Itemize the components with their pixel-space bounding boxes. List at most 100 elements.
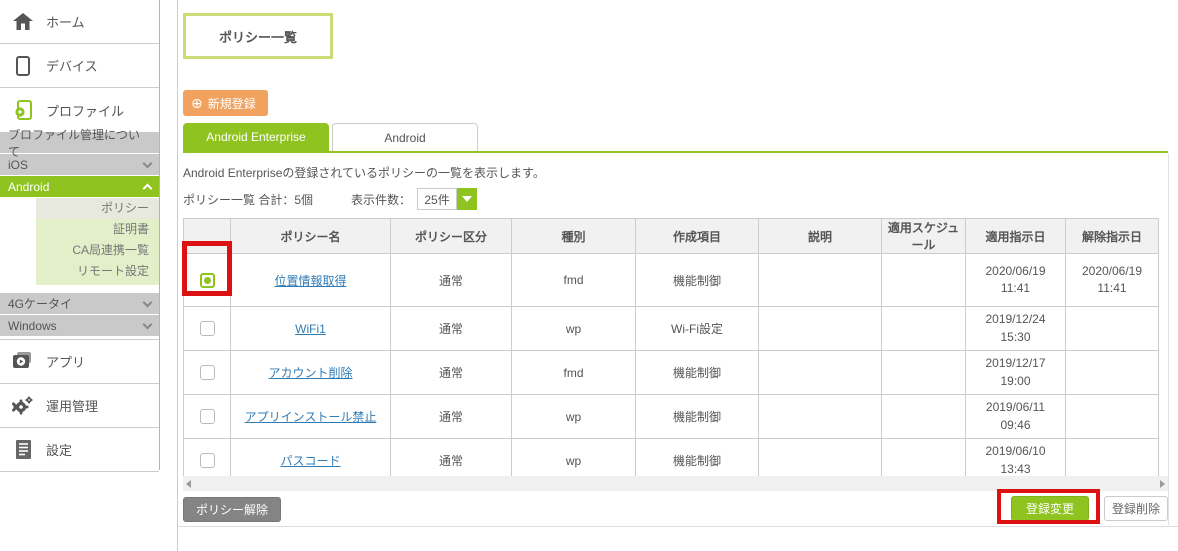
sidebar-item-android[interactable]: Android: [0, 176, 159, 197]
tab-android[interactable]: Android: [332, 123, 478, 151]
cell-description: [758, 306, 882, 351]
row-checkbox[interactable]: [199, 365, 215, 381]
cell-apply-date: 2019/12/24 15:30: [965, 306, 1066, 351]
sidebar-item-label: 設定: [46, 443, 73, 458]
chevron-up-icon: [142, 183, 153, 193]
tab-underline: [183, 151, 1168, 153]
cell-description: [758, 253, 882, 307]
list-summary-row: ポリシー一覧 合計：5個 表示件数： 25件: [183, 188, 478, 210]
sidebar-item-4g-keitai[interactable]: 4Gケータイ: [0, 293, 159, 314]
cell-created-item: 機能制御: [635, 253, 759, 307]
cell-apply-date: 2020/06/19 11:41: [965, 253, 1066, 307]
sidebar-item-ios[interactable]: iOS: [0, 154, 159, 175]
chevron-down-icon: [142, 319, 153, 329]
display-count-select[interactable]: 25件: [417, 188, 478, 210]
table-row: 位置情報取得 通常 fmd 機能制御 2020/06/19 11:41 2020/…: [183, 253, 1159, 307]
col-description: 説明: [758, 218, 882, 254]
cell-category: 通常: [390, 253, 512, 307]
scroll-right-icon[interactable]: [1160, 479, 1165, 488]
horizontal-scrollbar[interactable]: [183, 476, 1168, 491]
col-release-date: 解除指示日: [1065, 218, 1159, 254]
sidebar-item-label: プロファイル: [46, 103, 125, 119]
table-row: アプリインストール禁止 通常 wp 機能制御 2019/06/11 09:46: [183, 394, 1159, 439]
display-count-label: 表示件数：: [351, 192, 412, 207]
col-created-item: 作成項目: [635, 218, 759, 254]
cell-apply-date: 2019/06/11 09:46: [965, 394, 1066, 439]
cell-release-date: [1065, 438, 1159, 483]
home-icon: [12, 13, 34, 30]
sidebar-item-label: デバイス: [46, 59, 98, 74]
scroll-left-icon[interactable]: [186, 479, 191, 488]
policy-release-button[interactable]: ポリシー解除: [183, 497, 282, 522]
sidebar-bottom-group: アプリ: [0, 339, 159, 472]
sidebar-item-operations[interactable]: 運用管理: [0, 384, 159, 428]
policy-name-link[interactable]: 位置情報取得: [274, 273, 347, 288]
submenu-item-policy[interactable]: ポリシー: [36, 198, 159, 219]
cell-release-date: [1065, 306, 1159, 351]
table-header-row: ポリシー名 ポリシー区分 種別 作成項目 説明 適用スケジュール 適用指示日 解…: [183, 218, 1159, 254]
new-registration-button[interactable]: ⊕ 新規登録: [183, 90, 268, 116]
document-icon: [12, 440, 34, 459]
row-checkbox[interactable]: [199, 272, 215, 288]
sidebar-item-apps[interactable]: アプリ: [0, 340, 159, 384]
apps-icon: [12, 352, 34, 371]
col-policy-category: ポリシー区分: [390, 218, 512, 254]
cell-type: fmd: [511, 253, 636, 307]
sidebar-item-label: 運用管理: [46, 399, 99, 414]
cell-category: 通常: [390, 438, 512, 483]
cell-description: [758, 350, 882, 395]
tab-android-enterprise[interactable]: Android Enterprise: [183, 123, 329, 151]
cell-category: 通常: [390, 350, 512, 395]
plus-circle-icon: ⊕: [191, 95, 203, 111]
policy-name-link[interactable]: パスコード: [280, 454, 341, 468]
tab-description: Android Enterpriseの登録されているポリシーの一覧を表示します。: [183, 166, 545, 180]
sidebar-item-label: アプリ: [46, 355, 86, 370]
col-schedule: 適用スケジュール: [881, 218, 966, 254]
menu-label: プロファイル管理について: [8, 127, 141, 159]
sidebar-item-home[interactable]: ホーム: [0, 0, 159, 44]
sidebar-item-profile-about[interactable]: プロファイル管理について: [0, 128, 159, 159]
cell-type: wp: [511, 394, 636, 439]
cell-created-item: Wi-Fi設定: [635, 306, 759, 351]
main-content: ポリシー一覧 ⊕ 新規登録 Android Enterprise Android…: [178, 0, 1178, 527]
submenu-item-ca-list[interactable]: CA局連携一覧: [72, 243, 149, 257]
page-title: ポリシー一覧: [183, 13, 333, 59]
cell-type: wp: [511, 306, 636, 351]
submenu-item-certificate[interactable]: 証明書: [112, 222, 149, 236]
chevron-down-icon: [142, 297, 153, 307]
registration-change-button[interactable]: 登録変更: [1011, 496, 1089, 521]
policy-name-link[interactable]: アカウント削除: [268, 366, 353, 380]
cell-category: 通常: [390, 306, 512, 351]
chevron-down-icon: [142, 158, 153, 168]
row-checkbox[interactable]: [199, 321, 215, 337]
row-checkbox[interactable]: [199, 409, 215, 425]
policy-name-link[interactable]: アプリインストール禁止: [244, 410, 377, 424]
new-registration-label: 新規登録: [207, 96, 256, 111]
cell-type: wp: [511, 438, 636, 483]
table-row: アカウント削除 通常 fmd 機能制御 2019/12/17 19:00: [183, 350, 1159, 395]
policy-name-link[interactable]: WiFi1: [295, 321, 326, 336]
cell-description: [758, 394, 882, 439]
cell-category: 通常: [390, 394, 512, 439]
sidebar-item-device[interactable]: デバイス: [0, 44, 159, 88]
cell-schedule: [881, 394, 966, 439]
content-right-border: [1168, 153, 1169, 525]
col-checkbox: [183, 218, 231, 254]
sidebar-item-settings[interactable]: 設定: [0, 428, 159, 472]
submenu-item-remote-settings[interactable]: リモート設定: [76, 264, 149, 278]
col-apply-date: 適用指示日: [965, 218, 1066, 254]
col-type: 種別: [511, 218, 636, 254]
cell-apply-date: 2019/12/17 19:00: [965, 350, 1066, 395]
cell-created-item: 機能制御: [635, 394, 759, 439]
cell-release-date: [1065, 350, 1159, 395]
sidebar: ホーム デバイス プロファイル プロファイル管理について iOS: [0, 0, 160, 472]
sidebar-item-windows[interactable]: Windows: [0, 315, 159, 336]
sidebar-item-label: ホーム: [46, 15, 85, 30]
device-icon: [12, 55, 34, 76]
sidebar-content-divider: [177, 0, 178, 551]
registration-delete-button[interactable]: 登録削除: [1104, 496, 1168, 521]
row-checkbox[interactable]: [199, 453, 215, 469]
sidebar-item-profile[interactable]: プロファイル: [0, 88, 159, 132]
col-policy-name: ポリシー名: [230, 218, 391, 254]
